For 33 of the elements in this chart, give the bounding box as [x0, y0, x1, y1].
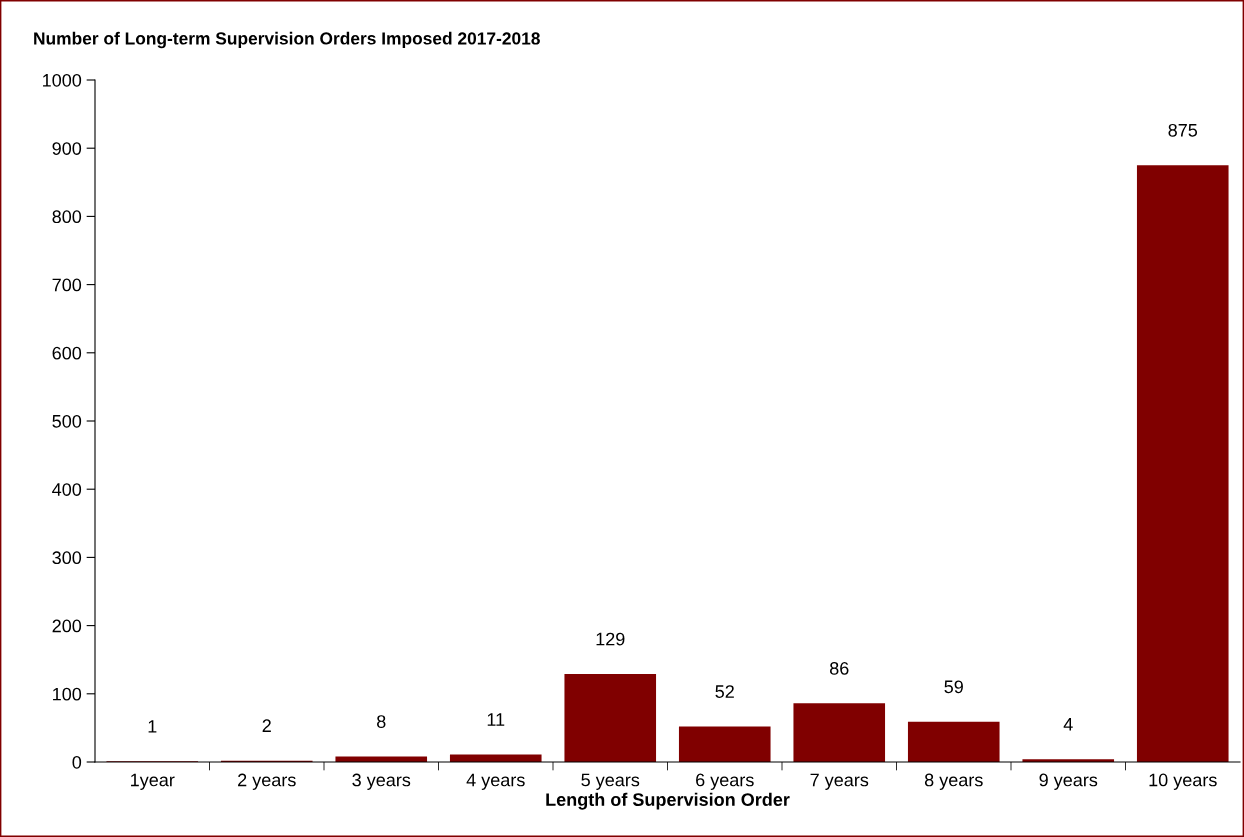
y-tick-label: 400: [52, 483, 82, 496]
data-label: 52: [715, 685, 734, 698]
x-tick-label: 4 years: [466, 773, 525, 790]
data-label: 129: [596, 632, 625, 646]
y-tick-label: 200: [52, 619, 82, 633]
x-axis-title: Length of Supervision Order: [546, 792, 790, 810]
x-tick-label: 8 years: [924, 773, 983, 790]
y-tick-label: 300: [52, 551, 82, 565]
chart-title: Number of Long-term Supervision Orders Imposed 2017-2018: [34, 31, 540, 49]
data-label: 2: [262, 719, 271, 732]
y-tick-label: 1000: [43, 73, 82, 87]
data-label: 4: [1063, 718, 1073, 731]
data-label: 1: [148, 720, 157, 733]
y-tick-label: 800: [52, 210, 82, 224]
data-label: 8: [377, 715, 386, 728]
data-label: 59: [944, 680, 963, 694]
x-tick-label: 2 years: [238, 773, 296, 790]
y-tick-label: 500: [52, 414, 82, 428]
x-tick-label: 3 years: [352, 773, 411, 790]
y-tick-label: 600: [52, 346, 82, 360]
x-tick-label: 10 years: [1149, 773, 1217, 790]
x-tick-label: 6 years: [696, 773, 754, 790]
x-tick-label: 9 years: [1039, 773, 1098, 790]
data-label: 86: [829, 661, 849, 675]
x-tick-label: 5 years: [581, 773, 640, 790]
y-tick-label: 900: [52, 142, 82, 155]
x-tick-label: 7 years: [810, 773, 869, 790]
y-tick-label: 700: [52, 278, 82, 292]
data-label: 875: [1168, 123, 1198, 137]
data-label: 11: [487, 713, 505, 726]
y-tick-label: 0: [72, 755, 82, 769]
x-tick-label: 1year: [131, 773, 175, 790]
y-tick-label: 100: [53, 687, 82, 701]
